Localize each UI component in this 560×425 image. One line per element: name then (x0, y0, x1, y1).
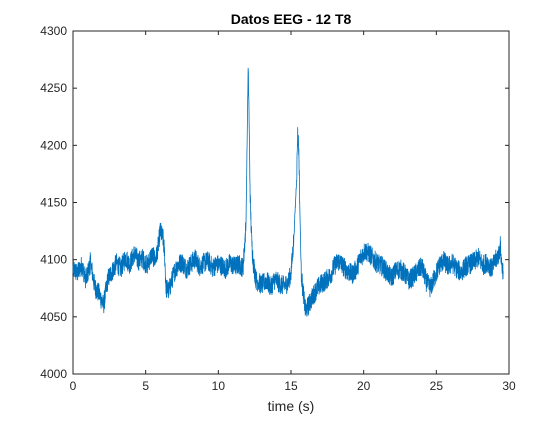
x-tick-label: 10 (212, 379, 226, 393)
x-tick-label: 20 (357, 379, 371, 393)
x-axis-label: time (s) (268, 398, 315, 414)
y-tick-label: 4150 (40, 196, 67, 210)
y-tick-label: 4100 (40, 253, 67, 267)
x-tick-label: 15 (284, 379, 298, 393)
x-tick-label: 0 (70, 379, 77, 393)
x-tick-label: 30 (502, 379, 516, 393)
y-tick-label: 4250 (40, 81, 67, 95)
y-tick-label: 4050 (40, 310, 67, 324)
y-tick-label: 4000 (40, 367, 67, 381)
y-axis: 4000 4050 4100 4150 4200 4250 4300 (40, 24, 509, 381)
x-tick-label: 5 (142, 379, 149, 393)
y-tick-label: 4200 (40, 138, 67, 152)
x-tick-label: 25 (430, 379, 444, 393)
x-axis: 0 5 10 15 20 25 30 (70, 31, 516, 393)
plot-area (72, 30, 510, 375)
series-line (72, 67, 504, 317)
y-tick-label: 4300 (40, 24, 67, 38)
chart-title: Datos EEG - 12 T8 (231, 11, 352, 27)
